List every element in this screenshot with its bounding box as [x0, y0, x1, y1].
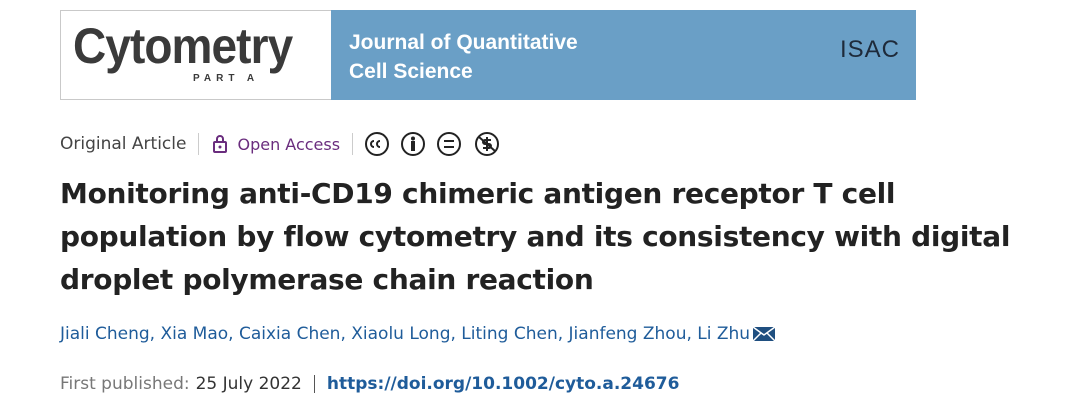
separator: [313, 375, 315, 393]
published-date: 25 July 2022: [195, 374, 302, 394]
journal-subtitle: Journal of Quantitative Cell Science: [349, 28, 578, 86]
subtitle-line: Cell Science: [349, 60, 473, 83]
published-label: First published:: [60, 374, 190, 394]
banner-right: Journal of Quantitative Cell Science ISA…: [331, 10, 916, 100]
separator: [198, 133, 200, 155]
society-logo: ISAC: [839, 36, 900, 63]
email-icon[interactable]: [752, 325, 776, 343]
open-access[interactable]: Open Access: [211, 134, 340, 154]
article-meta: Original Article Open Access: [60, 130, 505, 158]
authors[interactable]: Jiali Cheng, Xia Mao, Caixia Chen, Xiaol…: [60, 324, 751, 344]
article-title: Monitoring anti-CD19 chimeric antigen re…: [60, 177, 1011, 296]
journal-name: Cytometry: [73, 18, 293, 74]
subtitle-line: Journal of Quantitative: [349, 31, 578, 54]
open-access-label: Open Access: [237, 134, 341, 154]
article-type: Original Article: [60, 134, 187, 154]
journal-part: PART A: [193, 73, 260, 84]
lock-icon: [213, 135, 228, 153]
separator: [352, 133, 354, 155]
doi-link[interactable]: https://doi.org/10.1002/cyto.a.24676: [326, 374, 680, 394]
banner-left: Cytometry PART A: [60, 10, 331, 100]
author-list[interactable]: Jiali Cheng, Xia Mao, Caixia Chen, Xiaol…: [60, 324, 776, 344]
publication-info: First published: 25 July 2022 https://do…: [60, 374, 679, 394]
license-icons[interactable]: [365, 131, 505, 157]
journal-banner[interactable]: Cytometry PART A Journal of Quantitative…: [60, 10, 916, 100]
